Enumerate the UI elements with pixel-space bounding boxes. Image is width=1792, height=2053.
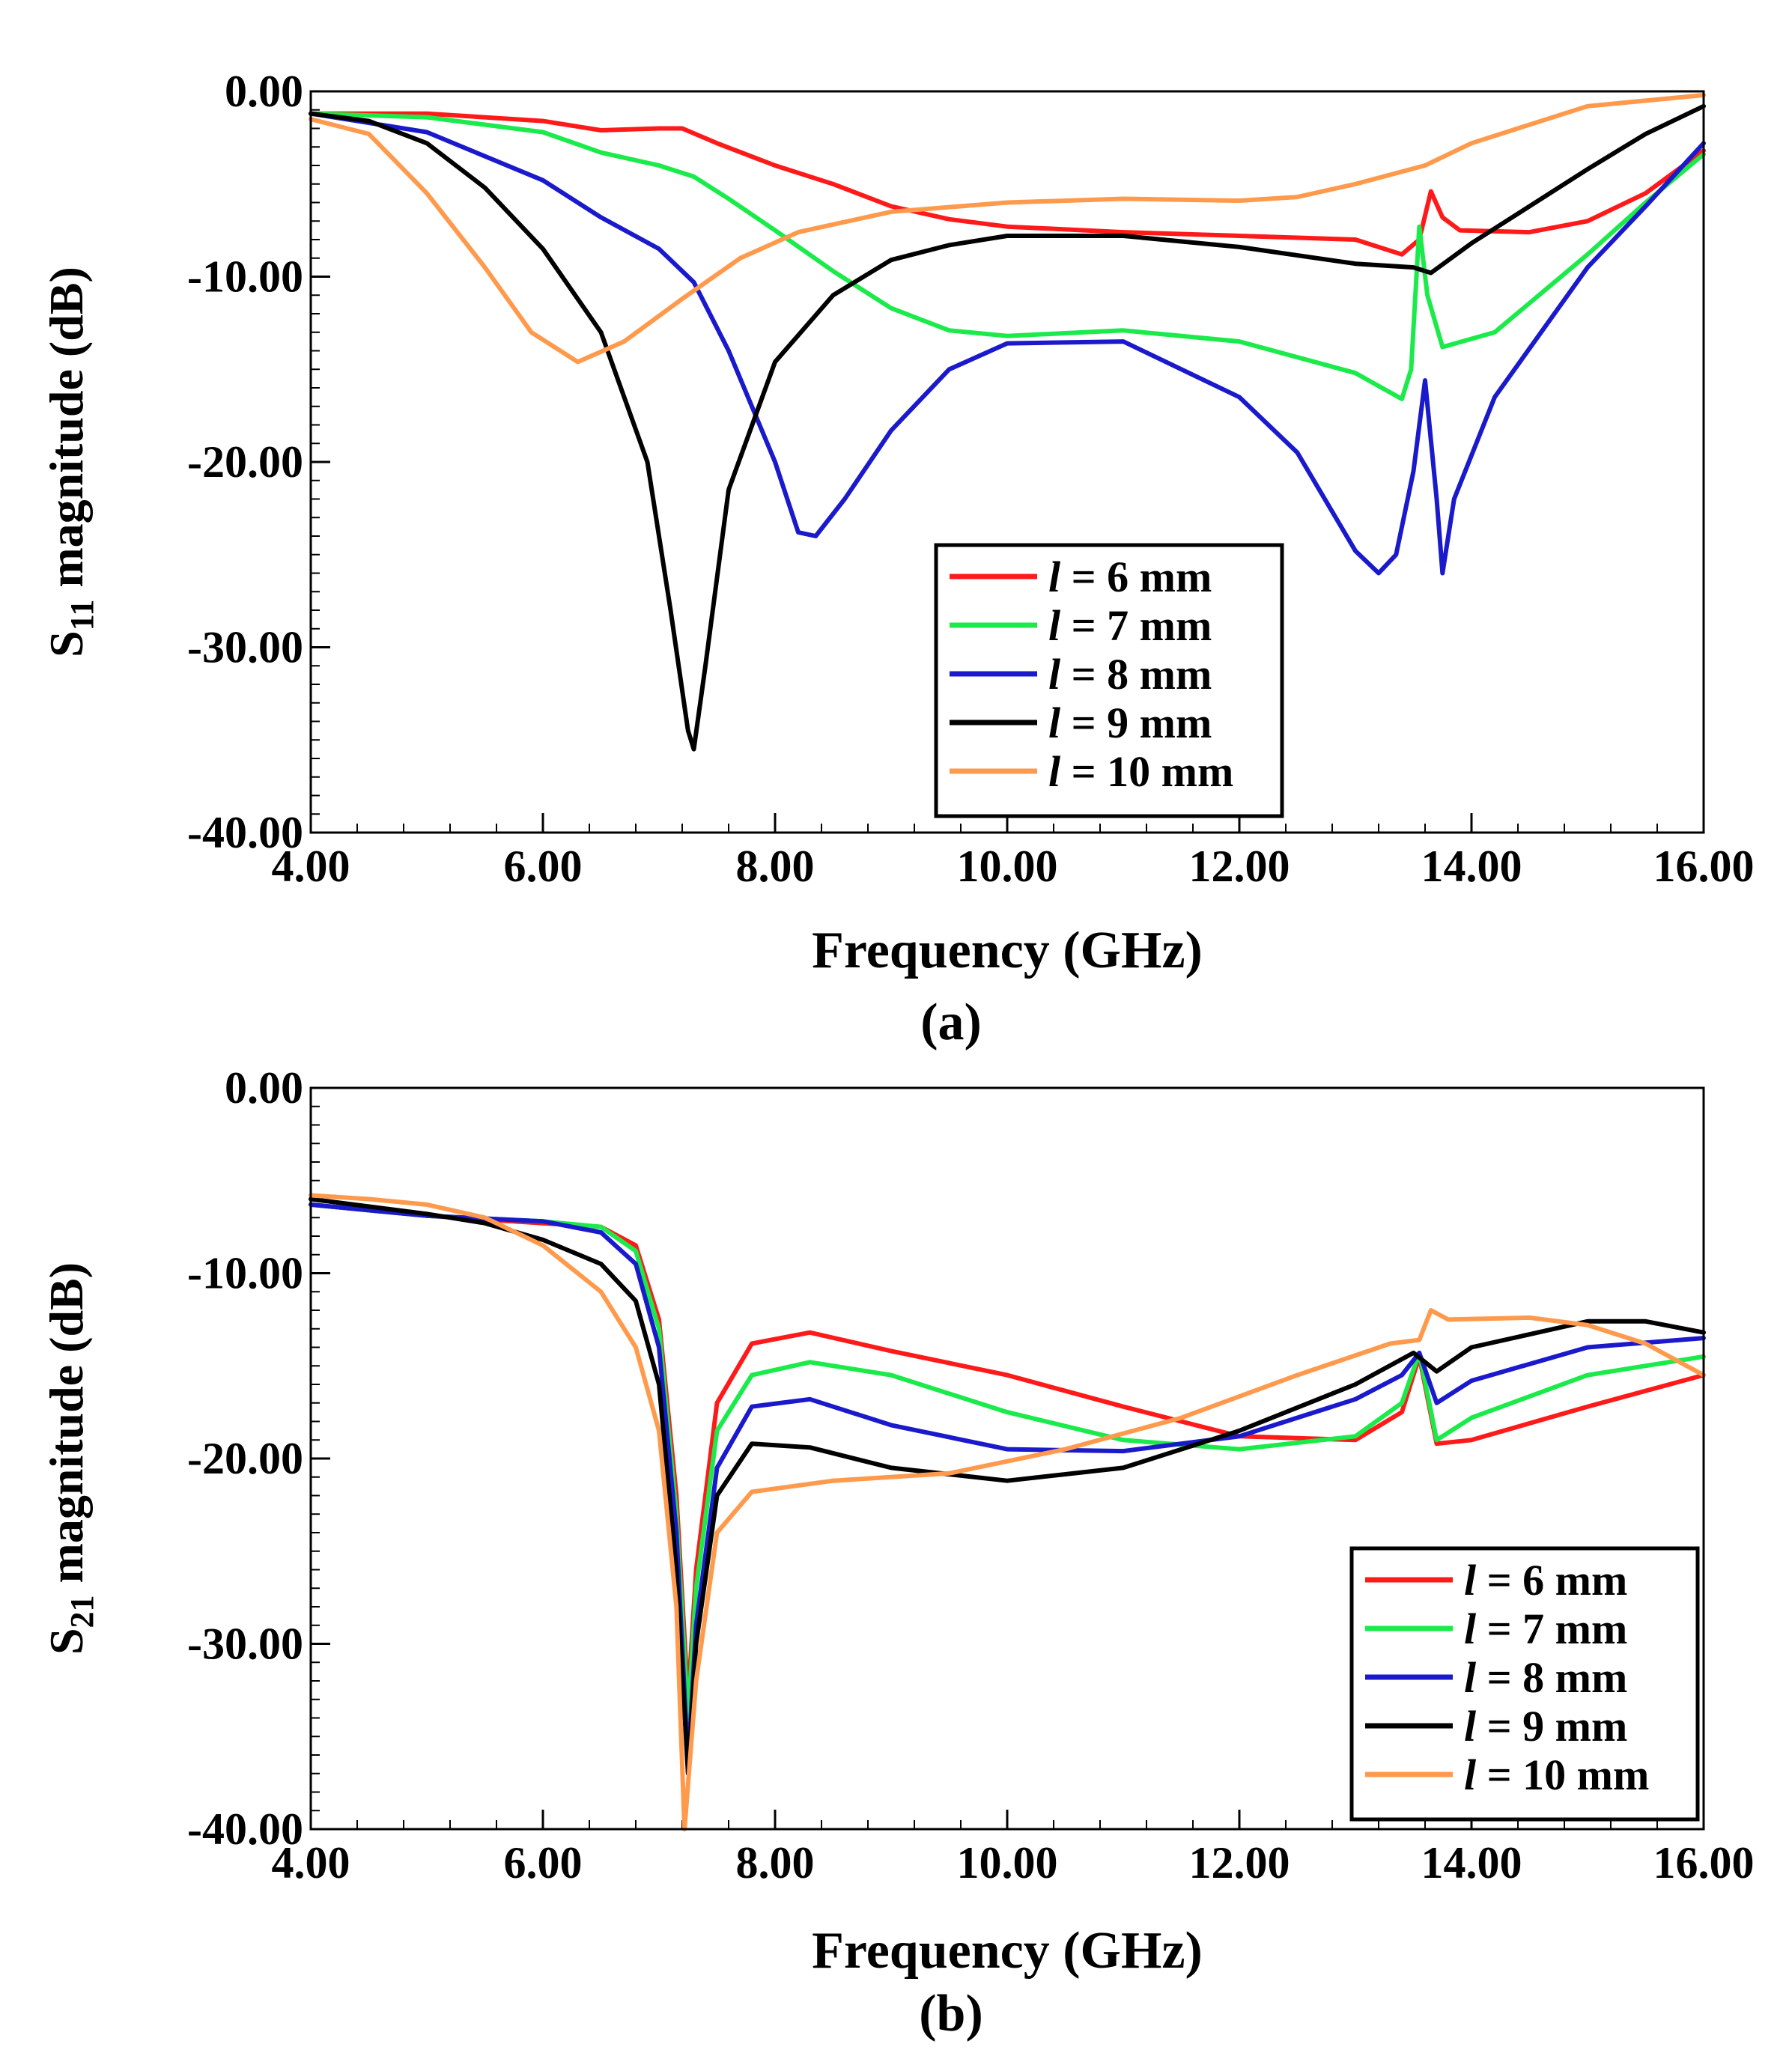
y-tick-labels-a: 0.00 -10.00 -20.00 -30.00 -40.00 — [187, 67, 303, 857]
legend-b: l = 6 mml = 7 mml = 8 mml = 9 mml = 10 m… — [1349, 1546, 1700, 1822]
plot-frame-b — [309, 1086, 1705, 1831]
legend-entry-label: l = 10 mm — [1048, 747, 1233, 796]
x-tick-label: 6.00 — [504, 842, 583, 891]
y-axis-label-main-b: S — [40, 1628, 93, 1655]
y-axis-label-sub-a: 11 — [64, 600, 100, 631]
legend-entry-var: l — [1048, 601, 1061, 650]
legend-entry-rest: = 8 mm — [1060, 650, 1212, 699]
series-lines-a — [309, 93, 1706, 752]
legend-entry-rest: = 7 mm — [1060, 601, 1212, 650]
y-tick-label: -30.00 — [187, 1619, 303, 1669]
legend-entry-rest: = 10 mm — [1476, 1751, 1649, 1799]
legend-entry-label: l = 6 mm — [1048, 553, 1212, 601]
y-tick-label: -10.00 — [187, 1249, 303, 1298]
y-tick-label: -40.00 — [187, 808, 303, 857]
y-axis-label-a: S11 magnitude (dB) — [40, 267, 100, 657]
legend-entry-rest: = 7 mm — [1476, 1605, 1627, 1653]
legend-entry-label: l = 8 mm — [1464, 1653, 1627, 1702]
x-tick-label: 14.00 — [1421, 842, 1522, 891]
series-line-b-2 — [309, 1202, 1706, 1721]
legend-entry-label: l = 8 mm — [1048, 650, 1212, 699]
x-tick-label: 16.00 — [1653, 842, 1755, 891]
series-line-b-4 — [309, 1196, 1706, 1776]
legend-entry-rest: = 6 mm — [1476, 1556, 1627, 1605]
x-tick-label: 4.00 — [272, 842, 350, 891]
legend-entry-rest: = 8 mm — [1476, 1653, 1627, 1702]
y-tick-labels-b: 0.00 -10.00 -20.00 -30.00 -40.00 — [187, 1063, 303, 1854]
panel-label-b: (b) — [919, 1985, 983, 2043]
legend-entry-var: l — [1464, 1702, 1477, 1751]
chart-panel-a: 0.00 -10.00 -20.00 -30.00 -40.00 4.00 6.00 8.0… — [40, 67, 1755, 1051]
y-tick-label: -30.00 — [187, 623, 303, 672]
chart-panel-b: 0.00 -10.00 -20.00 -30.00 -40.00 4.00 6.00 8.0… — [40, 1063, 1755, 2043]
series-line-a-5 — [309, 93, 1706, 365]
plot-frame-a — [309, 90, 1705, 834]
legend-entry-label: l = 9 mm — [1464, 1702, 1627, 1751]
x-tick-label: 6.00 — [504, 1838, 583, 1888]
x-tick-labels-b: 4.00 6.00 8.00 10.00 12.00 14.00 16.00 — [272, 1838, 1755, 1888]
x-tick-label: 10.00 — [957, 1838, 1058, 1888]
x-tick-label: 10.00 — [957, 842, 1058, 891]
y-tick-label: -20.00 — [187, 1434, 303, 1483]
y-axis-label-rest-a: magnitude (dB) — [40, 267, 93, 600]
legend-entry-var: l — [1048, 747, 1061, 796]
series-line-a-1 — [309, 111, 1706, 257]
series-line-b-3 — [309, 1202, 1706, 1767]
legend-entry-var: l — [1048, 650, 1061, 699]
legend-entry-rest: = 6 mm — [1060, 553, 1212, 601]
x-tick-label: 8.00 — [736, 1838, 815, 1888]
legend-a: l = 6 mml = 7 mml = 8 mml = 9 mml = 10 m… — [934, 543, 1284, 818]
x-tick-labels-a: 4.00 6.00 8.00 10.00 12.00 14.00 16.00 — [272, 842, 1755, 891]
legend-entry-rest: = 10 mm — [1060, 747, 1233, 796]
x-tick-label: 4.00 — [272, 1838, 350, 1888]
legend-entry-label: l = 9 mm — [1048, 699, 1212, 747]
legend-entry-var: l — [1048, 553, 1061, 601]
series-line-a-2 — [309, 111, 1706, 401]
x-tick-label: 12.00 — [1189, 1838, 1290, 1888]
legend-entry-var: l — [1464, 1605, 1477, 1653]
legend-entry-label: l = 10 mm — [1464, 1751, 1649, 1799]
legend-entry-label: l = 6 mm — [1464, 1556, 1627, 1605]
x-axis-label-b: Frequency (GHz) — [812, 1922, 1203, 1980]
legend-entry-label: l = 7 mm — [1464, 1605, 1627, 1653]
series-line-b-5 — [309, 1193, 1706, 1831]
x-tick-label: 8.00 — [736, 842, 815, 891]
panel-label-a: (a) — [920, 994, 982, 1051]
x-axis-label-a: Frequency (GHz) — [812, 922, 1203, 979]
legend-entry-var: l — [1464, 1556, 1477, 1605]
series-lines-b — [309, 1193, 1706, 1831]
legend-entry-rest: = 9 mm — [1476, 1702, 1627, 1751]
legend-entry-var: l — [1464, 1751, 1477, 1799]
y-axis-label-sub-b: 21 — [64, 1595, 100, 1628]
legend-entry-rest: = 9 mm — [1060, 699, 1212, 747]
y-tick-label: -10.00 — [187, 252, 303, 302]
y-axis-label-b: S21 magnitude (dB) — [40, 1262, 100, 1655]
y-axis-label-main-a: S — [40, 630, 93, 657]
legend-entry-var: l — [1464, 1653, 1477, 1702]
y-tick-label: -20.00 — [187, 437, 303, 487]
x-tick-label: 14.00 — [1421, 1838, 1522, 1888]
legend-entry-var: l — [1048, 699, 1061, 747]
y-tick-label: -40.00 — [187, 1804, 303, 1854]
x-tick-label: 12.00 — [1189, 842, 1290, 891]
series-line-a-4 — [309, 103, 1706, 752]
y-axis-label-rest-b: magnitude (dB) — [40, 1262, 93, 1596]
legend-entry-label: l = 7 mm — [1048, 601, 1212, 650]
y-tick-label: 0.00 — [225, 1063, 303, 1113]
series-line-a-3 — [309, 111, 1706, 576]
y-tick-label: 0.00 — [225, 67, 303, 116]
x-tick-label: 16.00 — [1653, 1838, 1755, 1888]
